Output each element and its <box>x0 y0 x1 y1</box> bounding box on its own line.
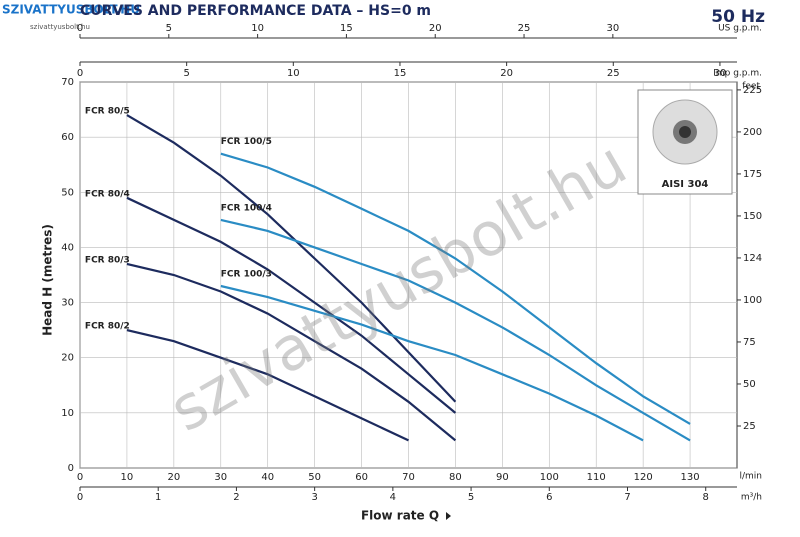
secondary-tick-label: 0 <box>77 68 83 79</box>
y-tick-label: 10 <box>61 408 74 419</box>
inset: AISI 304 <box>637 89 733 195</box>
chart-title: CURVES AND PERFORMANCE DATA – HS=0 m <box>80 3 431 19</box>
curve <box>220 152 691 425</box>
series-label: FCR 100/3 <box>221 270 272 280</box>
y-axis-label: Head H (metres) <box>41 224 55 336</box>
x-tick-label: 0 <box>77 472 83 483</box>
x-tick-label: 30 <box>214 472 227 483</box>
series-label: FCR 80/3 <box>85 255 130 265</box>
secondary-tick-label: 25 <box>518 23 531 34</box>
curve <box>220 218 691 442</box>
y-tick-label: 60 <box>61 132 74 143</box>
secondary-tick-label: 5 <box>166 23 172 34</box>
y2-unit: feet <box>742 82 760 92</box>
x-axis-label: Flow rate Q <box>361 509 439 523</box>
x-tick-label: 90 <box>496 472 509 483</box>
x-tick-label: 10 <box>121 472 134 483</box>
y2-tick-label: 124 <box>743 253 762 264</box>
impeller-hole <box>679 126 691 138</box>
series-label: FCR 80/4 <box>85 189 130 199</box>
inset-caption: AISI 304 <box>662 179 709 190</box>
y-tick-label: 70 <box>61 77 74 88</box>
arrow <box>446 512 451 520</box>
series-label: FCR 100/5 <box>221 137 272 147</box>
y-tick-label: 50 <box>61 187 74 198</box>
y2-tick-label: 150 <box>743 211 762 222</box>
x-unit: l/min <box>739 472 762 482</box>
secondary-tick-label: 15 <box>340 23 353 34</box>
secondary-tick-label: 10 <box>251 23 264 34</box>
y2-tick-label: 200 <box>743 127 762 138</box>
secondary-unit: US g.p.m. <box>718 24 762 34</box>
secondary-tick-label: 30 <box>714 68 727 79</box>
x-tick-label: 60 <box>355 472 368 483</box>
y-tick-label: 40 <box>61 242 74 253</box>
y-tick-label: 30 <box>61 298 74 309</box>
y2-tick-label: 175 <box>743 169 762 180</box>
x-tick-label: 40 <box>261 472 274 483</box>
series-label: FCR 80/5 <box>85 107 130 117</box>
y-tick-label: 0 <box>68 463 74 474</box>
y2-tick-label: 225 <box>743 85 762 96</box>
x-tick-label: 20 <box>167 472 180 483</box>
secondary-tick-label: 7 <box>624 492 630 503</box>
logo: SZIVATTYUSBOLT.HU <box>2 3 140 17</box>
secondary-tick-label: 2 <box>233 492 239 503</box>
plot: 0 10 20 30 40 50 60 70 80 90 100 110 120 130010203040… <box>61 23 762 503</box>
curve <box>126 114 457 403</box>
y2-tick-label: 100 <box>743 295 762 306</box>
secondary-tick-label: 1 <box>155 492 161 503</box>
secondary-tick-label: 4 <box>390 492 396 503</box>
secondary-tick-label: 10 <box>287 68 300 79</box>
x-tick-label: 100 <box>540 472 559 483</box>
frequency: 50 Hz <box>711 7 765 27</box>
y-tick-label: 20 <box>61 353 74 364</box>
x-tick-label: 130 <box>681 472 700 483</box>
secondary-tick-label: 0 <box>77 23 83 34</box>
secondary-tick-label: 8 <box>703 492 709 503</box>
secondary-tick-label: 5 <box>183 68 189 79</box>
secondary-tick-label: 0 <box>77 492 83 503</box>
y2-tick-label: 25 <box>743 421 756 432</box>
secondary-tick-label: 15 <box>394 68 407 79</box>
secondary-tick-label: 25 <box>607 68 620 79</box>
y2-tick-label: 50 <box>743 379 756 390</box>
x-tick-label: 50 <box>308 472 321 483</box>
secondary-unit: m³/h <box>741 493 762 503</box>
curve <box>126 329 409 442</box>
secondary-tick-label: 6 <box>546 492 552 503</box>
curve <box>126 196 457 414</box>
logo-url: szivattyusbolt.hu <box>30 23 90 31</box>
secondary-unit: Imp g.p.m. <box>713 69 762 79</box>
x-tick-label: 70 <box>402 472 415 483</box>
curve <box>220 284 644 442</box>
series-label: FCR 80/2 <box>85 322 130 332</box>
y2-tick-label: 75 <box>743 337 756 348</box>
secondary-tick-label: 30 <box>606 23 619 34</box>
secondary-tick-label: 5 <box>468 492 474 503</box>
x-tick-label: 80 <box>449 472 462 483</box>
secondary-tick-label: 20 <box>500 68 513 79</box>
secondary-tick-label: 20 <box>429 23 442 34</box>
x-tick-label: 120 <box>634 472 653 483</box>
curve <box>126 262 457 442</box>
x-tick-label: 110 <box>587 472 606 483</box>
secondary-tick-label: 3 <box>311 492 317 503</box>
series-label: FCR 100/4 <box>221 203 272 213</box>
